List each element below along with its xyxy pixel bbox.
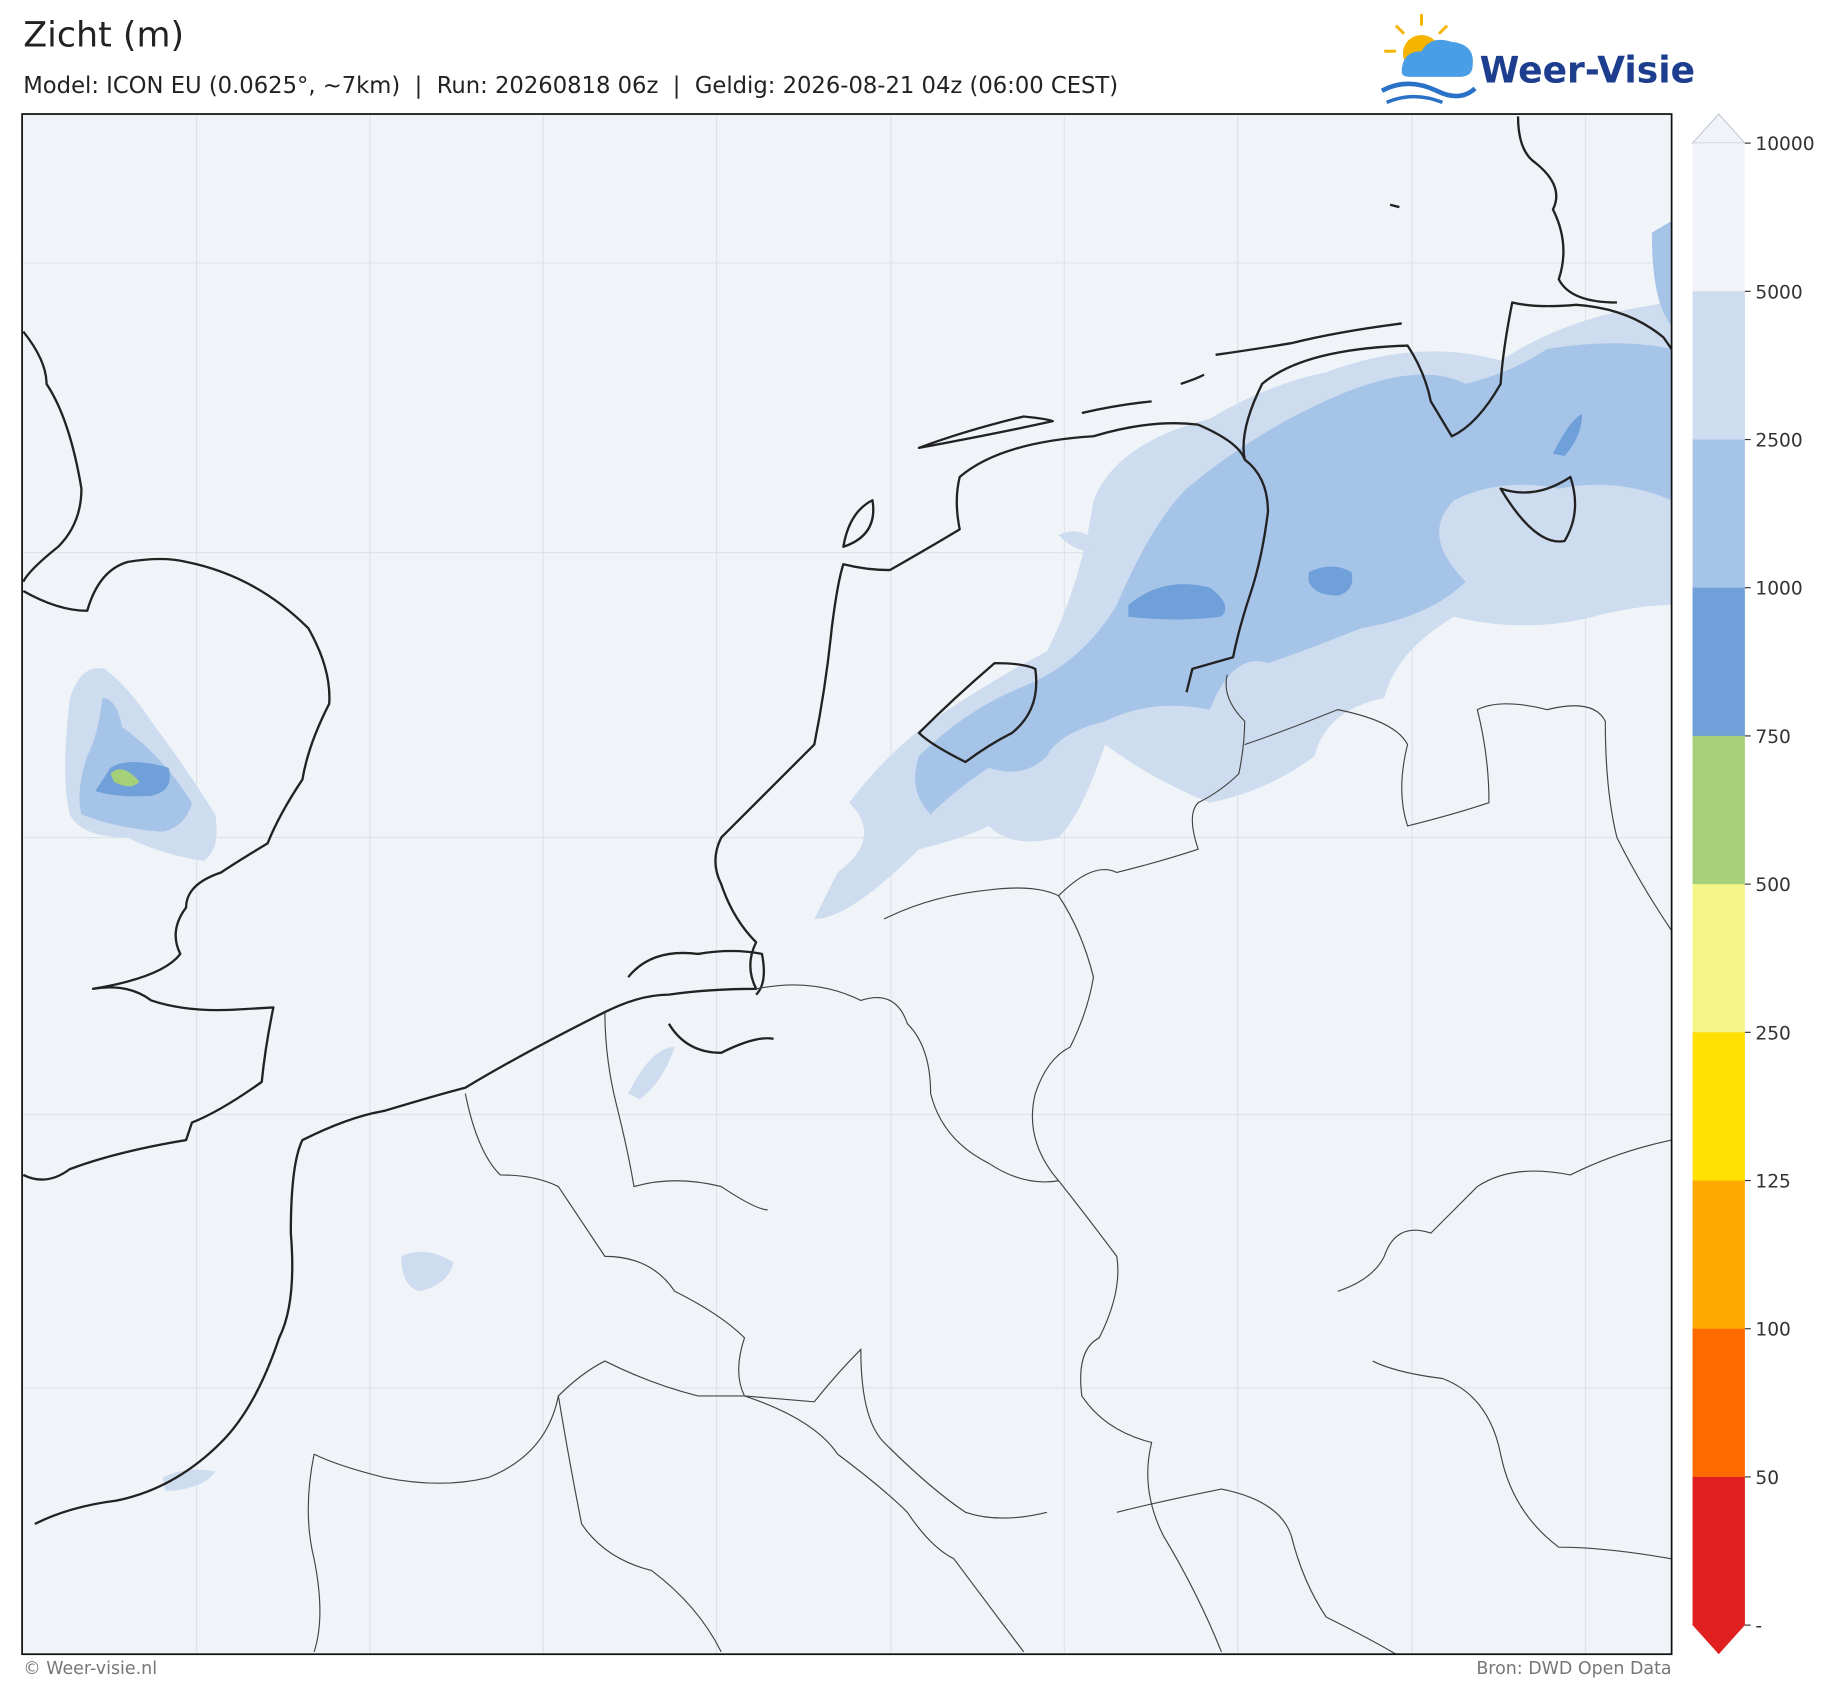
visibility-area [1128, 584, 1226, 620]
colorbar-band [1692, 143, 1745, 292]
subtitle: Model: ICON EU (0.0625°, ~7km) | Run: 20… [23, 73, 1118, 99]
colorbar-band [1692, 884, 1745, 1033]
colorbar-tick-label: 500 [1755, 875, 1791, 896]
logo-wave [1385, 94, 1444, 105]
colorbar-band [1692, 1180, 1745, 1330]
visibility-area [1058, 531, 1100, 551]
colorbar-band [1692, 735, 1745, 885]
colorbar-band [1692, 1476, 1745, 1626]
colorbar-tick-label: 10000 [1755, 134, 1814, 155]
colorbar-tick-label: 50 [1755, 1468, 1779, 1489]
visibility-area [401, 1251, 454, 1292]
colorbar-under [1692, 1625, 1745, 1655]
colorbar-over [1691, 113, 1746, 144]
colorbar-tick-label: - [1755, 1616, 1762, 1637]
visibility-area [1552, 414, 1583, 457]
visibility-area [162, 1469, 216, 1492]
footer-right: Bron: DWD Open Data [1476, 1659, 1671, 1679]
colorbar-band [1692, 587, 1745, 737]
colorbar-tick-label: 750 [1755, 727, 1791, 748]
colorbar-band [1692, 1032, 1745, 1182]
colorbar-band [1692, 1328, 1745, 1478]
visibility-area [110, 769, 140, 787]
visibility-area [1651, 221, 1672, 326]
colorbar-tick-label: 2500 [1755, 431, 1802, 452]
title: Zicht (m) [23, 16, 184, 56]
visibility-area [628, 1046, 675, 1100]
colorbar: 10000 5000 2500 1000 750 500 250 125 100 50 - [1691, 113, 1815, 1655]
visibility-fields [65, 221, 1672, 1492]
borders [307, 674, 1673, 1655]
coastline [22, 116, 1673, 1525]
map-grid [22, 114, 1672, 1655]
colorbar-tick-label: 250 [1755, 1023, 1791, 1044]
colorbar-tick-label: 100 [1755, 1320, 1791, 1341]
logo-wave [1380, 81, 1477, 99]
logo: Weer-Visie [1380, 13, 1695, 105]
map [21, 113, 1673, 1656]
visibility-area [1308, 566, 1353, 596]
logo-sun-rays [1384, 13, 1449, 53]
colorbar-band [1692, 439, 1745, 589]
logo-text: Weer-Visie [1480, 50, 1695, 92]
colorbar-tick-label: 1000 [1755, 579, 1802, 600]
map-frame [21, 113, 1673, 1656]
colorbar-tick-label: 5000 [1755, 282, 1802, 303]
visibility-area [915, 343, 1672, 815]
colorbar-band [1692, 291, 1745, 441]
colorbar-tick-label: 125 [1755, 1172, 1791, 1193]
footer-left: © Weer-visie.nl [23, 1659, 157, 1679]
logo-cloud [1401, 39, 1473, 77]
